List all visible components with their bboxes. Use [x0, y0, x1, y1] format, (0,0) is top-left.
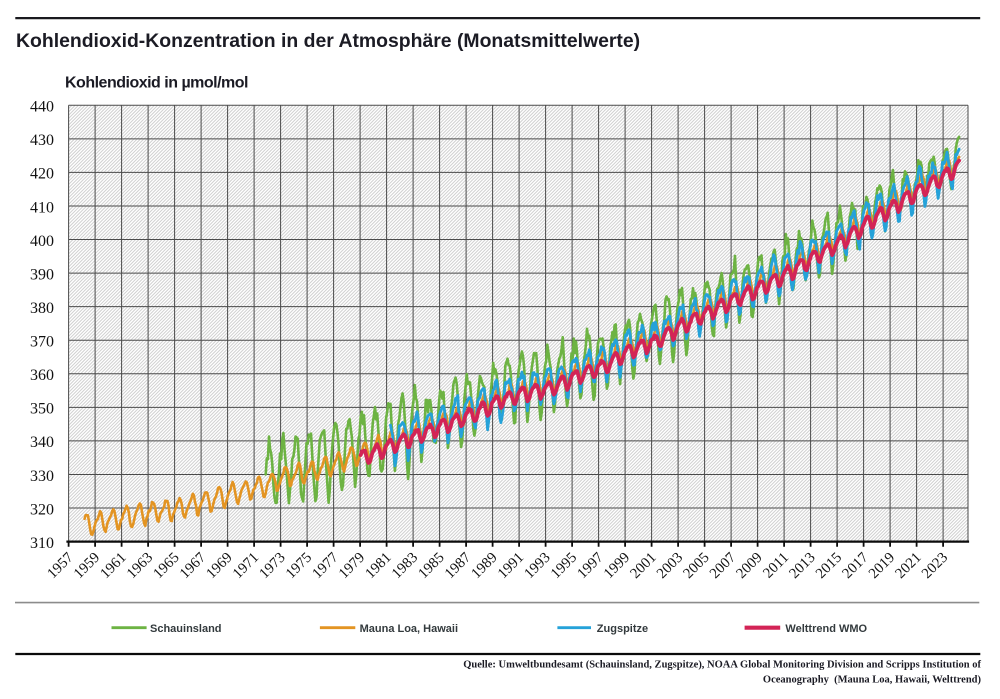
- svg-text:Kohlendioxid in µmol/mol: Kohlendioxid in µmol/mol: [65, 75, 248, 92]
- svg-text:Kohlendioxid-Konzentration in: Kohlendioxid-Konzentration in der Atmosp…: [16, 30, 640, 52]
- svg-text:Zugspitze: Zugspitze: [597, 623, 648, 635]
- svg-text:400: 400: [30, 233, 54, 250]
- svg-text:Oceanography (Mauna Loa, Hawai: Oceanography (Mauna Loa, Hawaii, Welttre…: [763, 675, 982, 686]
- svg-text:310: 310: [30, 535, 54, 552]
- svg-text:340: 340: [30, 434, 54, 451]
- svg-text:430: 430: [30, 132, 54, 149]
- svg-text:360: 360: [30, 367, 54, 384]
- svg-text:330: 330: [30, 468, 54, 485]
- svg-text:Schauinsland: Schauinsland: [150, 623, 222, 635]
- svg-text:Quelle: Umweltbundesamt (Schau: Quelle: Umweltbundesamt (Schauinsland, Z…: [463, 659, 981, 670]
- svg-text:420: 420: [30, 166, 54, 183]
- svg-text:410: 410: [30, 199, 54, 216]
- svg-text:Mauna Loa, Hawaii: Mauna Loa, Hawaii: [360, 623, 458, 635]
- svg-text:350: 350: [30, 401, 54, 418]
- svg-text:380: 380: [30, 300, 54, 317]
- svg-text:320: 320: [30, 501, 54, 518]
- svg-text:370: 370: [30, 334, 54, 351]
- svg-text:390: 390: [30, 266, 54, 283]
- svg-text:440: 440: [30, 99, 54, 116]
- svg-text:Welttrend WMO: Welttrend WMO: [785, 623, 867, 635]
